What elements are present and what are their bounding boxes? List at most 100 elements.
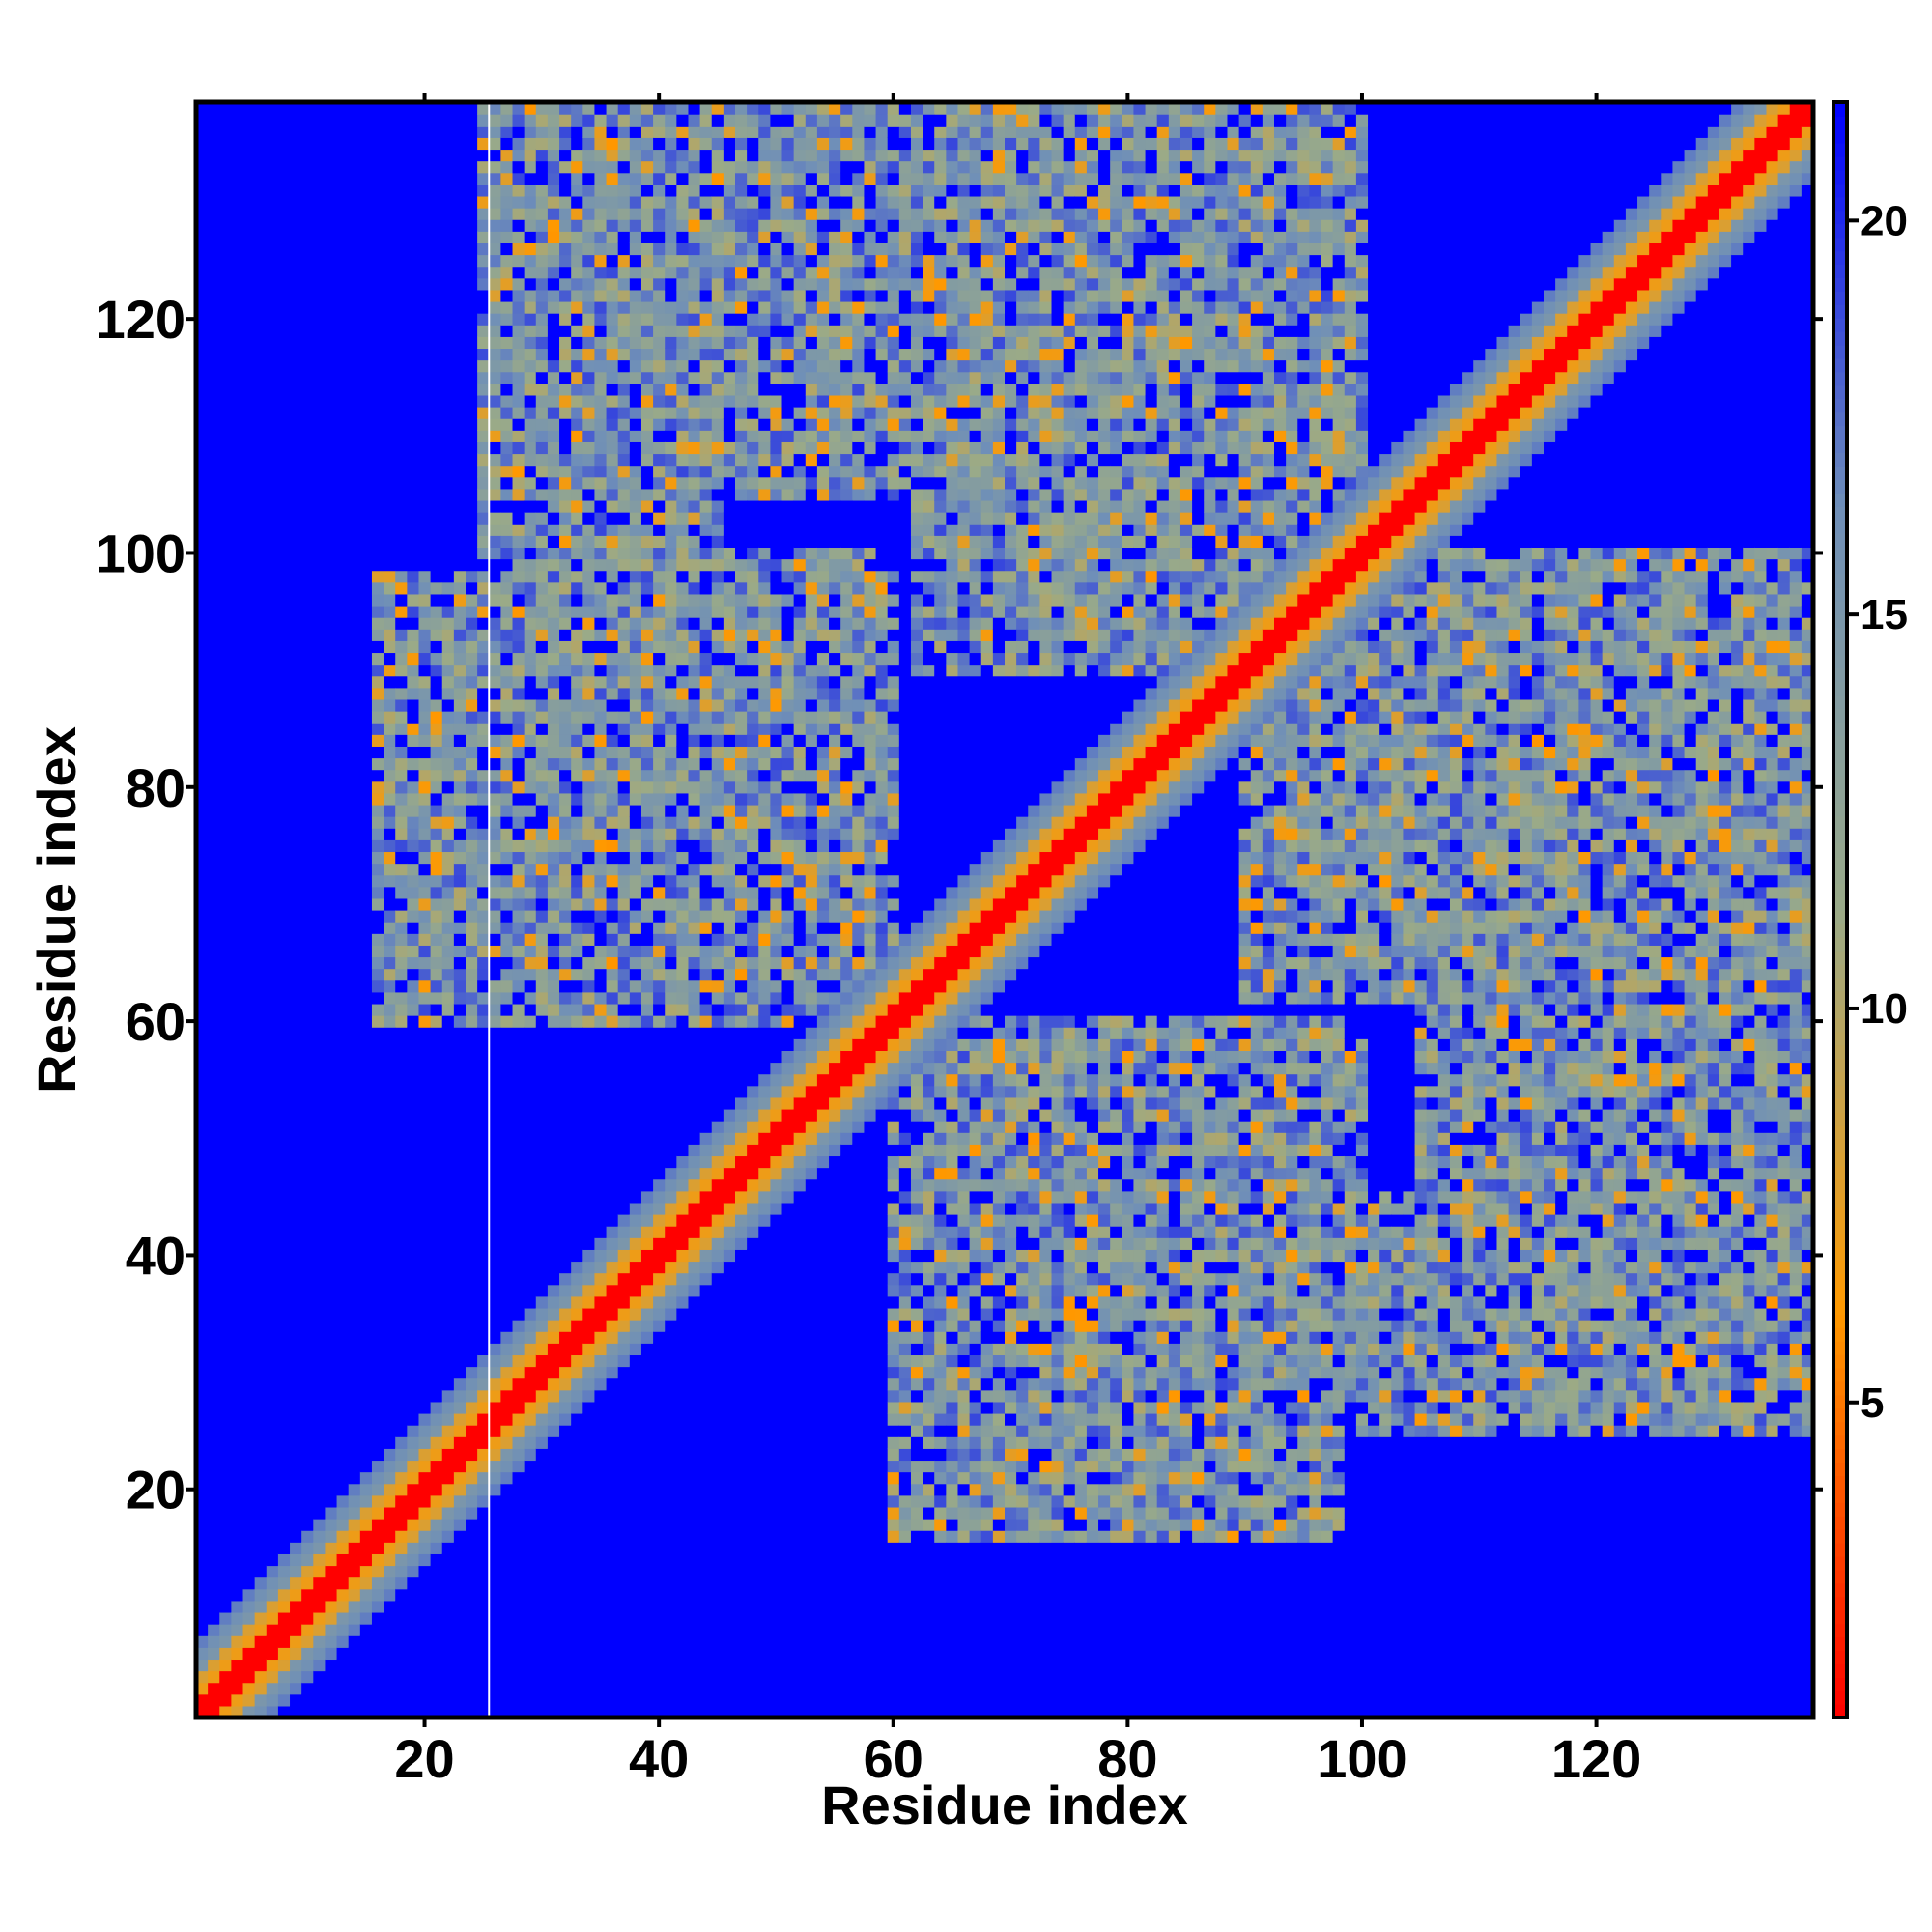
heatmap-cell: [453, 1471, 467, 1485]
heatmap-cell: [606, 1096, 619, 1110]
heatmap-cell: [277, 1295, 291, 1309]
heatmap-cell: [301, 348, 314, 361]
heatmap-cell: [477, 1565, 490, 1578]
heatmap-cell: [266, 160, 279, 174]
heatmap-cell: [547, 394, 560, 408]
heatmap-cell: [348, 1378, 361, 1391]
heatmap-cell: [594, 792, 608, 806]
heatmap-cell: [571, 1354, 583, 1368]
heatmap-cell: [430, 1483, 443, 1496]
heatmap-cell: [477, 675, 490, 689]
heatmap-cell: [359, 137, 373, 151]
heatmap-cell: [594, 313, 608, 326]
heatmap-cell: [594, 476, 608, 490]
heatmap-cell: [208, 1155, 220, 1169]
heatmap-cell: [466, 746, 478, 759]
heatmap-cell: [359, 897, 373, 911]
heatmap-cell: [466, 1682, 478, 1695]
heatmap-cell: [277, 1132, 291, 1145]
heatmap-cell: [489, 1600, 501, 1613]
heatmap-cell: [466, 430, 478, 442]
heatmap-cell: [336, 499, 350, 513]
heatmap-cell: [430, 102, 443, 115]
heatmap-cell: [301, 126, 314, 138]
heatmap-cell: [559, 512, 572, 525]
heatmap-cell: [535, 1050, 549, 1064]
heatmap-cell: [418, 723, 432, 735]
heatmap-cell: [196, 172, 209, 185]
heatmap-cell: [430, 1635, 443, 1648]
heatmap-cell: [466, 863, 478, 876]
heatmap-cell: [617, 1378, 631, 1391]
heatmap-cell: [582, 1647, 596, 1661]
heatmap-cell: [430, 991, 443, 1005]
heatmap-cell: [359, 570, 373, 583]
heatmap-cell: [254, 1483, 268, 1496]
heatmap-cell: [277, 968, 291, 981]
heatmap-cell: [359, 512, 373, 525]
heatmap-cell: [571, 769, 583, 782]
heatmap-cell: [489, 1272, 501, 1286]
heatmap-cell: [196, 956, 209, 970]
heatmap-cell: [524, 897, 537, 911]
heatmap-cell: [500, 617, 514, 630]
heatmap-cell: [325, 488, 338, 501]
heatmap-cell: [301, 851, 314, 865]
heatmap-cell: [359, 476, 373, 490]
heatmap-cell: [524, 1600, 537, 1613]
heatmap-cell: [301, 991, 314, 1005]
heatmap-cell: [395, 1015, 408, 1028]
heatmap-cell: [348, 407, 361, 419]
heatmap-cell: [582, 1249, 596, 1263]
heatmap-cell: [196, 114, 209, 127]
heatmap-cell: [301, 687, 314, 700]
heatmap-cell: [242, 828, 256, 840]
heatmap-cell: [524, 1121, 537, 1133]
heatmap-cell: [441, 723, 455, 735]
heatmap-cell: [559, 254, 572, 268]
heatmap-cell: [208, 1202, 220, 1215]
heatmap-cell: [477, 570, 490, 583]
heatmap-cell: [606, 933, 619, 946]
heatmap-cell: [606, 289, 619, 302]
heatmap-cell: [336, 1705, 350, 1719]
heatmap-cell: [466, 839, 478, 853]
heatmap-cell: [441, 1295, 455, 1309]
heatmap-cell: [571, 1378, 583, 1391]
heatmap-cell: [524, 1401, 537, 1414]
heatmap-cell: [242, 1542, 256, 1554]
heatmap-cell: [453, 1237, 467, 1250]
heatmap-cell: [231, 547, 244, 560]
heatmap-cell: [453, 313, 467, 326]
heatmap-cell: [266, 582, 279, 595]
heatmap-cell: [547, 348, 560, 361]
heatmap-cell: [208, 723, 220, 735]
heatmap-cell: [559, 453, 572, 467]
heatmap-cell: [466, 1542, 478, 1554]
heatmap-cell: [336, 1635, 350, 1648]
heatmap-cell: [313, 453, 327, 467]
heatmap-cell: [606, 1471, 619, 1485]
heatmap-cell: [571, 1249, 583, 1263]
heatmap-cell: [535, 1190, 549, 1204]
heatmap-cell: [407, 277, 420, 291]
heatmap-cell: [208, 1366, 220, 1379]
heatmap-cell: [535, 851, 549, 865]
heatmap-cell: [219, 1565, 232, 1578]
heatmap-cell: [254, 1425, 268, 1437]
heatmap-cell: [606, 137, 619, 151]
heatmap-cell: [430, 1425, 443, 1437]
heatmap-cell: [617, 1705, 631, 1719]
heatmap-cell: [348, 1343, 361, 1356]
heatmap-cell: [384, 430, 396, 442]
heatmap-cell: [254, 184, 268, 197]
heatmap-cell: [594, 1471, 608, 1485]
heatmap-cell: [594, 945, 608, 958]
heatmap-cell: [407, 499, 420, 513]
heatmap-cell: [477, 933, 490, 946]
heatmap-cell: [489, 897, 501, 911]
heatmap-cell: [196, 160, 209, 174]
heatmap-cell: [325, 664, 338, 677]
heatmap-cell: [477, 792, 490, 806]
heatmap-cell: [231, 1015, 244, 1028]
